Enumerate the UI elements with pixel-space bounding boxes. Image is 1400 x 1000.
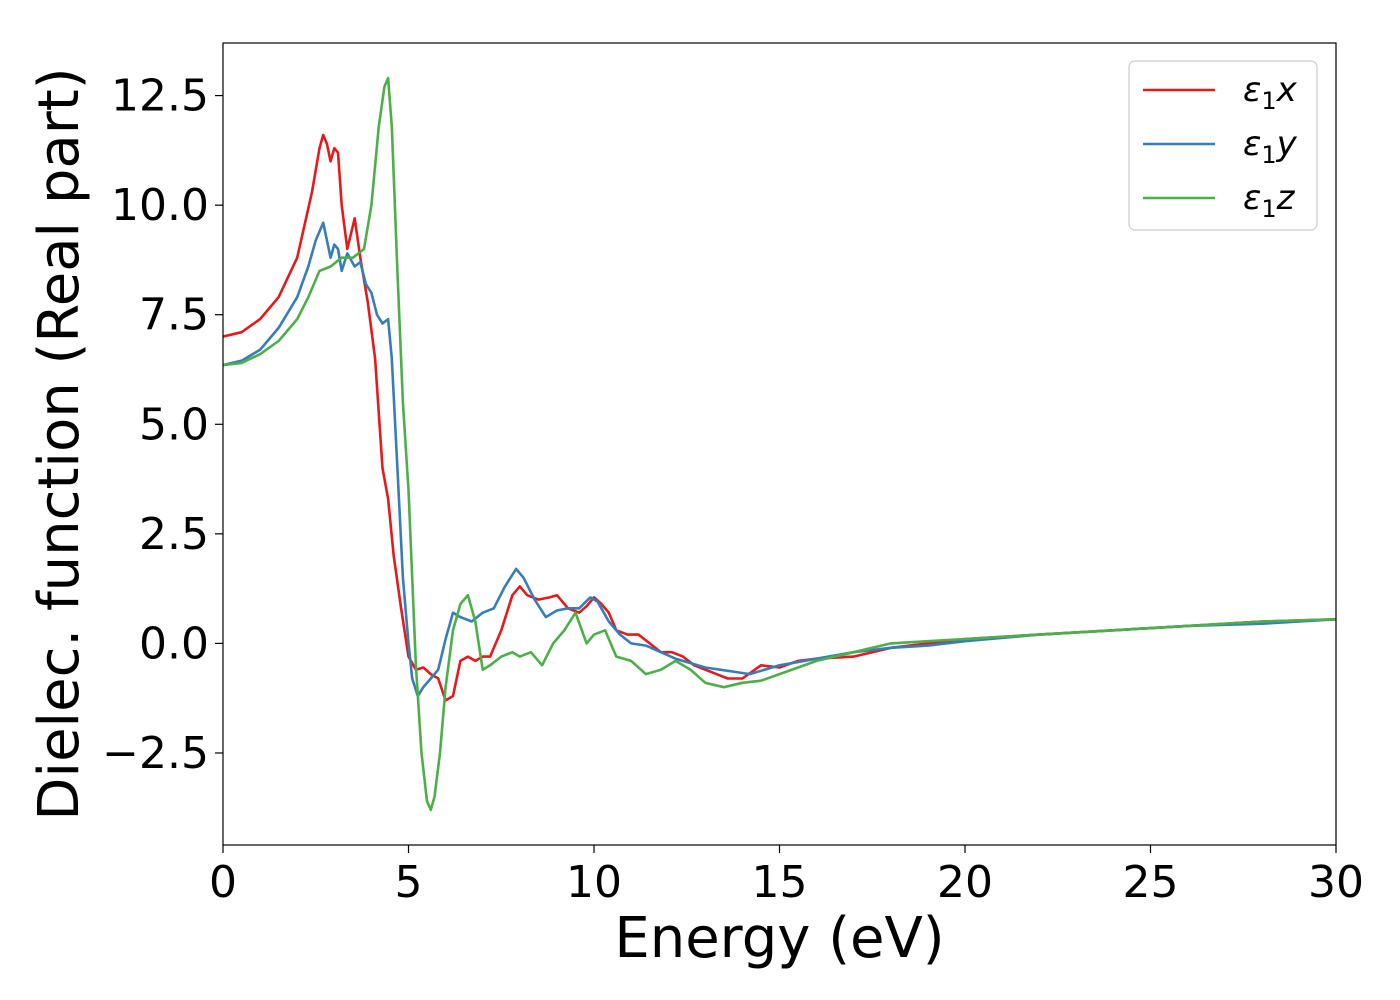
x-tick-label: 0 [209,857,237,908]
series-line-z [223,76,1336,812]
y-axis-label: Dielec. function (Real part) [27,67,92,820]
y-axis: −2.5 0.0 2.5 5.0 7.5 10.0 12.5 [102,71,223,779]
series-line-y [223,221,1336,698]
legend-subscript: 1 [1261,141,1276,169]
y-tick-label: 7.5 [139,290,209,341]
legend-component: y [1276,124,1298,164]
x-tick-label: 10 [566,857,622,908]
legend-label-z: ε1z [1243,178,1296,223]
x-tick-label: 25 [1123,857,1179,908]
y-tick-label: 2.5 [139,509,209,560]
x-axis-label: Energy (eV) [614,906,944,971]
legend-label-y: ε1y [1243,124,1298,169]
legend-component: x [1276,70,1298,110]
x-tick-label: 15 [752,857,808,908]
x-tick-label: 30 [1308,857,1364,908]
x-tick-label: 5 [395,857,423,908]
legend-epsilon: ε [1243,178,1261,218]
legend-epsilon: ε [1243,124,1261,164]
series-layer [223,76,1336,812]
y-tick-label: 10.0 [111,180,209,231]
legend-epsilon: ε [1243,70,1261,110]
x-tick-label: 20 [937,857,993,908]
legend-subscript: 1 [1261,195,1276,223]
y-tick-label: 12.5 [111,71,209,122]
legend-frame [1128,60,1318,231]
y-tick-label: −2.5 [102,728,209,779]
legend-subscript: 1 [1261,87,1276,115]
y-tick-label: 0.0 [139,618,209,669]
y-tick-label: 5.0 [139,399,209,450]
legend-label-x: ε1x [1243,70,1298,115]
x-axis: 0 5 10 15 20 25 30 [209,845,1364,908]
legend-component: z [1276,178,1296,218]
series-line-x [223,133,1336,702]
